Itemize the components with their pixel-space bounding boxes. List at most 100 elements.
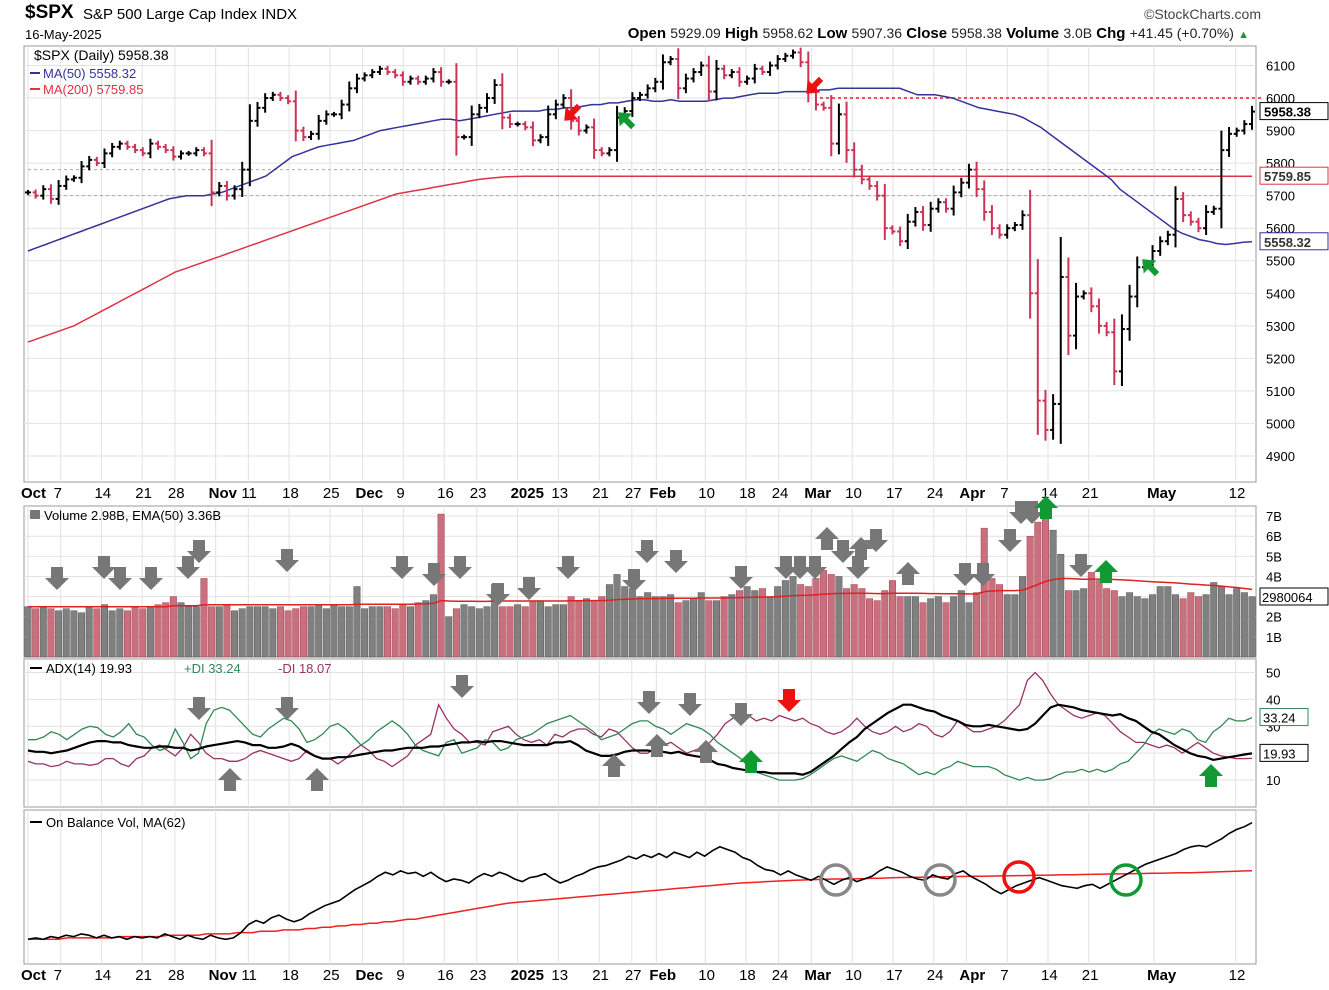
price-title: $SPX (Daily) 5958.38 bbox=[34, 47, 169, 63]
price-bar bbox=[499, 73, 506, 130]
price-bar bbox=[767, 61, 774, 76]
volume-down-arrow-icon bbox=[664, 550, 688, 573]
brand-label[interactable]: ©StockCharts.com bbox=[1144, 6, 1261, 22]
high-label: High bbox=[725, 25, 759, 42]
change-label: Chg bbox=[1096, 25, 1126, 42]
volume-bar bbox=[1179, 598, 1187, 658]
volume-buy-arrow-icon bbox=[1034, 496, 1058, 519]
volume-bar bbox=[1103, 588, 1111, 658]
price-tick-label: 5100 bbox=[1266, 384, 1295, 399]
volume-tag: 2980064 bbox=[1262, 590, 1313, 605]
adx-up-arrow-icon bbox=[305, 768, 329, 791]
volume-up-arrow-icon bbox=[849, 537, 873, 560]
volume-bar bbox=[896, 596, 904, 658]
price-bar bbox=[1164, 230, 1171, 246]
x-axis-label: 24 bbox=[927, 485, 944, 502]
volume-bar bbox=[506, 606, 514, 658]
plus-di-tag-box bbox=[1259, 708, 1309, 727]
price-bar bbox=[843, 101, 850, 163]
price-bar bbox=[369, 69, 376, 79]
volume-down-arrow-icon bbox=[556, 556, 580, 579]
adx-down-arrow-icon bbox=[275, 697, 299, 720]
price-bar bbox=[790, 49, 796, 59]
volume-bar bbox=[39, 606, 47, 658]
adx-up-arrow-icon bbox=[218, 768, 242, 791]
price-bar bbox=[162, 143, 169, 154]
adx-tick-label: 10 bbox=[1266, 773, 1280, 788]
volume-bar bbox=[758, 588, 766, 658]
price-bar bbox=[1218, 130, 1225, 229]
volume-bar bbox=[544, 606, 552, 658]
price-bar bbox=[468, 105, 475, 146]
x-axis-label: 18 bbox=[739, 967, 756, 984]
buy-arrow-icon-shape bbox=[618, 112, 636, 130]
ohlc-summary: Open 5929.09 High 5958.62 Low 5907.36 Cl… bbox=[628, 25, 1249, 42]
volume-bar bbox=[957, 590, 965, 658]
obv-title: On Balance Vol, MA(62) bbox=[46, 815, 185, 830]
volume-bar bbox=[567, 596, 575, 658]
price-panel bbox=[23, 45, 1257, 483]
volume-bar bbox=[751, 590, 759, 658]
volume-bar bbox=[858, 588, 866, 658]
volume-down-arrow-icon bbox=[1069, 554, 1093, 577]
adx-tick-label: 50 bbox=[1266, 665, 1280, 680]
x-axis-label: 14 bbox=[94, 967, 111, 984]
price-bar bbox=[116, 140, 123, 150]
price-bar bbox=[965, 163, 972, 189]
adx-up-arrow-icon bbox=[645, 734, 669, 757]
price-bar bbox=[40, 185, 47, 200]
volume-bar bbox=[667, 594, 675, 658]
price-bar bbox=[353, 73, 360, 94]
price-bar bbox=[1172, 186, 1179, 248]
x-axis-label: 14 bbox=[94, 485, 111, 502]
adx-down-arrow-icon bbox=[637, 691, 661, 714]
price-bar bbox=[392, 69, 399, 79]
volume-bar bbox=[1080, 588, 1088, 658]
volume-bar bbox=[1225, 594, 1233, 658]
price-bar bbox=[858, 164, 865, 185]
close-price-tag-box bbox=[1259, 102, 1329, 121]
price-bar bbox=[422, 75, 429, 85]
price-bar bbox=[384, 65, 391, 75]
ma50-legend: MA(50) 5558.32 bbox=[43, 66, 136, 81]
volume-bar bbox=[93, 608, 101, 658]
volume-bar bbox=[468, 606, 476, 658]
volume-bar bbox=[582, 598, 590, 658]
price-bar bbox=[996, 224, 1003, 239]
price-bar bbox=[1034, 259, 1041, 435]
volume-bar bbox=[1233, 588, 1241, 658]
x-axis-label: Mar bbox=[804, 967, 831, 984]
x-axis-label: 28 bbox=[168, 485, 185, 502]
volume-down-arrow-icon bbox=[139, 567, 163, 590]
volume-bar bbox=[146, 606, 154, 658]
volume-tick-label: 2B bbox=[1266, 610, 1282, 625]
adx-line bbox=[27, 703, 1253, 776]
chart-date: 16-May-2025 bbox=[25, 27, 102, 42]
sell-arrow-icon-shape bbox=[564, 103, 582, 121]
adx-tag: 19.93 bbox=[1263, 746, 1296, 761]
volume-bar bbox=[1202, 594, 1210, 658]
adx-up-arrow-icon bbox=[694, 740, 718, 763]
price-bar bbox=[575, 115, 582, 136]
volume-bar bbox=[521, 606, 529, 658]
price-bar bbox=[973, 161, 980, 197]
price-bar bbox=[1210, 205, 1217, 215]
x-axis-label: 17 bbox=[886, 485, 903, 502]
volume-bar bbox=[391, 608, 399, 658]
x-axis-label: 16 bbox=[437, 485, 454, 502]
volume-bar bbox=[728, 594, 736, 658]
ma200-line bbox=[27, 175, 1252, 343]
price-bar bbox=[920, 206, 927, 231]
price-bar bbox=[728, 69, 735, 79]
volume-bar bbox=[735, 590, 743, 658]
price-bar bbox=[376, 65, 383, 75]
volume-bar bbox=[238, 608, 246, 658]
volume-down-arrow-icon bbox=[774, 556, 798, 579]
volume-down-arrow-icon bbox=[176, 556, 200, 579]
volume-bar bbox=[123, 610, 131, 658]
volume-bar bbox=[1217, 586, 1225, 658]
volume-bar bbox=[605, 584, 613, 658]
volume-tag-box bbox=[1259, 587, 1329, 606]
volume-bar bbox=[1194, 596, 1202, 658]
